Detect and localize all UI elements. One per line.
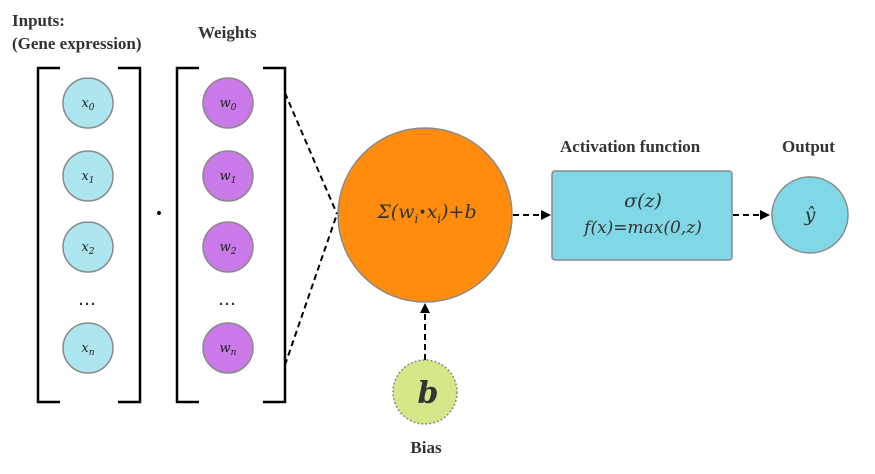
input-node-0: x0 (62, 77, 114, 129)
weight-node-2: w2 (202, 221, 254, 273)
funnel-line-bottom (284, 213, 338, 366)
output-label: Output (782, 137, 835, 156)
dot-product-operator: • (155, 206, 163, 222)
svg-text:wn: wn (220, 341, 237, 358)
bias-label: Bias (410, 438, 442, 457)
svg-text:w1: w1 (220, 169, 237, 186)
svg-text:x1: x1 (81, 169, 94, 186)
svg-text:xn: xn (81, 341, 94, 358)
summation-neuron: Σ(wi•xi)+b (337, 127, 513, 303)
input-node-1: x1 (62, 150, 114, 202)
svg-text:w0: w0 (220, 96, 237, 113)
input-node-n: xn (62, 322, 114, 374)
activation-relu: f(x)=max(0,z) (582, 218, 702, 238)
bias-node: b (392, 359, 458, 425)
weight-node-0: w0 (202, 77, 254, 129)
input-node-2: x2 (62, 221, 114, 273)
activation-sigma: σ(z) (624, 190, 662, 212)
inputs-right-bracket (118, 66, 142, 404)
svg-text:x0: x0 (81, 96, 94, 113)
weights-right-bracket (263, 66, 287, 404)
svg-text:x2: x2 (81, 240, 94, 257)
weight-node-1: w1 (202, 150, 254, 202)
svg-text:ŷ: ŷ (804, 204, 816, 226)
output-node: ŷ (771, 176, 849, 254)
svg-text:b: b (418, 376, 439, 411)
weight-node-n: wn (202, 322, 254, 374)
inputs-left-bracket (36, 66, 60, 404)
inputs-ellipsis: … (78, 289, 98, 310)
weights-label: Weights (198, 23, 257, 42)
funnel-line-top (284, 92, 338, 215)
inputs-sublabel: (Gene expression) (12, 34, 142, 53)
svg-text:Σ(wi•xi)+b: Σ(wi•xi)+b (376, 201, 476, 226)
inputs-label: Inputs: (12, 11, 65, 30)
weights-ellipsis: … (218, 289, 238, 310)
svg-text:w2: w2 (220, 240, 237, 257)
activation-label: Activation function (560, 137, 701, 156)
weights-left-bracket (175, 66, 199, 404)
activation-function-box: σ(z) f(x)=max(0,z) (551, 170, 733, 261)
